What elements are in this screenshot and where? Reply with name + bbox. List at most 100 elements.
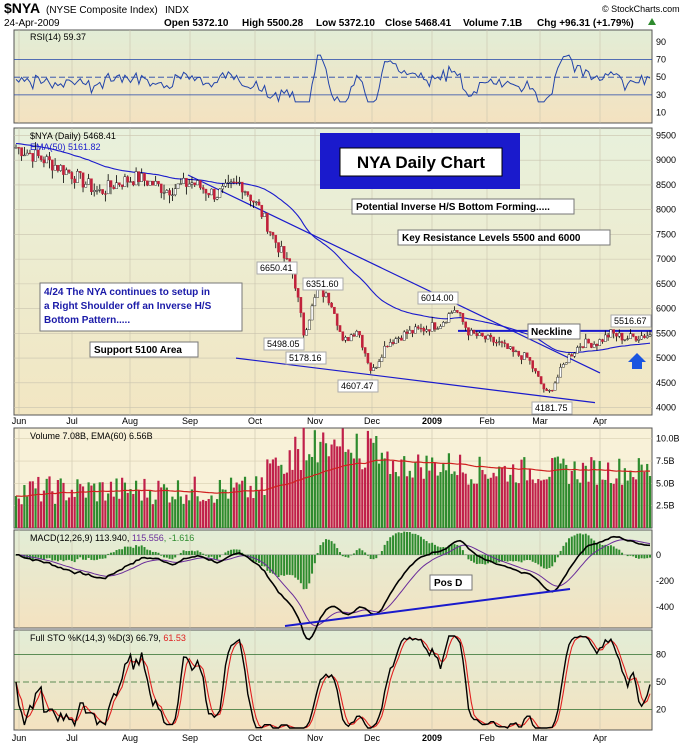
macd-histogram-bar [127,547,129,555]
macd-histogram-bar [138,547,140,555]
macd-histogram-bar [202,554,204,555]
macd-histogram-bar [574,535,576,554]
price-candle [236,182,238,183]
volume-bar [48,476,50,528]
price-candle [437,329,439,330]
volume-bar [411,478,413,528]
price-candle [219,189,221,198]
volume-bar [272,459,274,528]
macd-histogram-bar [613,546,615,554]
month-label: Nov [307,733,324,743]
volume-bar [124,483,126,528]
volume-bar [132,494,134,528]
price-candle [308,320,310,330]
price-candle [166,190,168,192]
macd-histogram-bar [386,541,388,555]
value-label: 5498.05 [267,339,300,349]
volume-bar [635,479,637,528]
volume-bar [604,480,606,528]
price-candle [115,183,117,189]
macd-histogram-bar [258,555,260,563]
macd-histogram-bar [199,552,201,555]
price-candle [15,147,17,148]
macd-histogram-bar [319,545,321,555]
volume-bar [347,449,349,528]
volume-bar [400,459,402,528]
volume-bar [336,446,338,528]
volume-bar [610,483,612,528]
volume-bar [233,488,235,528]
volume-bar [135,481,137,528]
price-tick-label: 9500 [656,130,676,140]
volume-bar [576,479,578,528]
volume-bar [420,467,422,528]
volume-bar [15,496,17,528]
macd-histogram-bar [325,539,327,555]
volume-bar [107,493,109,528]
volume-bar [624,468,626,528]
volume-bar [425,456,427,528]
volume-bar [222,489,224,528]
macd-histogram-bar [54,555,56,560]
month-label: Oct [248,733,263,743]
price-candle [409,330,411,333]
price-candle [297,288,299,297]
volume-bar [543,480,545,528]
price-candle [99,189,101,190]
commentary-line-1: 4/24 The NYA continues to setup in [44,287,210,298]
price-candle [585,339,587,348]
volume-bar [442,463,444,528]
macd-histogram-bar [141,545,143,554]
volume-bar [60,478,62,528]
volume-bar [40,501,42,528]
volume-bar [169,502,171,528]
macd-histogram-bar [571,537,573,555]
price-candle [314,297,316,305]
volume-bar [498,467,500,528]
price-candle [568,355,570,363]
close-value: Close 5468.41 [385,18,452,29]
price-candle [29,153,31,154]
macd-histogram-bar [562,546,564,555]
price-candle [638,339,640,340]
volume-bar [470,479,472,528]
macd-histogram-bar [526,555,528,560]
macd-histogram-bar [155,552,157,555]
volume-bar [384,458,386,528]
price-candle [445,322,447,323]
price-candle [224,183,226,186]
macd-histogram-bar [308,555,310,584]
macd-histogram-bar [596,543,598,555]
price-candle [244,192,246,193]
macd-histogram-bar [303,555,305,589]
price-candle [303,313,305,336]
volume-bar [646,464,648,528]
price-candle [344,337,346,340]
macd-histogram-bar [62,555,64,561]
price-candle [143,173,145,180]
price-candle [411,330,413,333]
price-candle [532,361,534,369]
macd-histogram-bar [649,555,651,558]
up-triangle-icon [648,18,656,25]
macd-histogram-bar [35,555,37,558]
macd-histogram-bar [322,542,324,555]
volume-value: Volume 7.1B [463,18,522,29]
macd-histogram-bar [224,552,226,554]
volume-bar [277,466,279,528]
price-candle [358,331,360,335]
macd-histogram-bar [130,547,132,555]
volume-bar [291,470,293,528]
macd-histogram-bar [610,545,612,555]
price-candle [275,235,277,242]
volume-bar [512,464,514,528]
volume-tick-label: 7.5B [656,456,675,466]
volume-bar [110,482,112,528]
volume-bar [601,480,603,528]
sto-tick-label: 50 [656,677,666,687]
month-label: Jul [66,733,78,743]
price-candle [395,339,397,344]
volume-bar [93,484,95,528]
macd-histogram-bar [400,533,402,555]
macd-histogram-bar [462,550,464,555]
